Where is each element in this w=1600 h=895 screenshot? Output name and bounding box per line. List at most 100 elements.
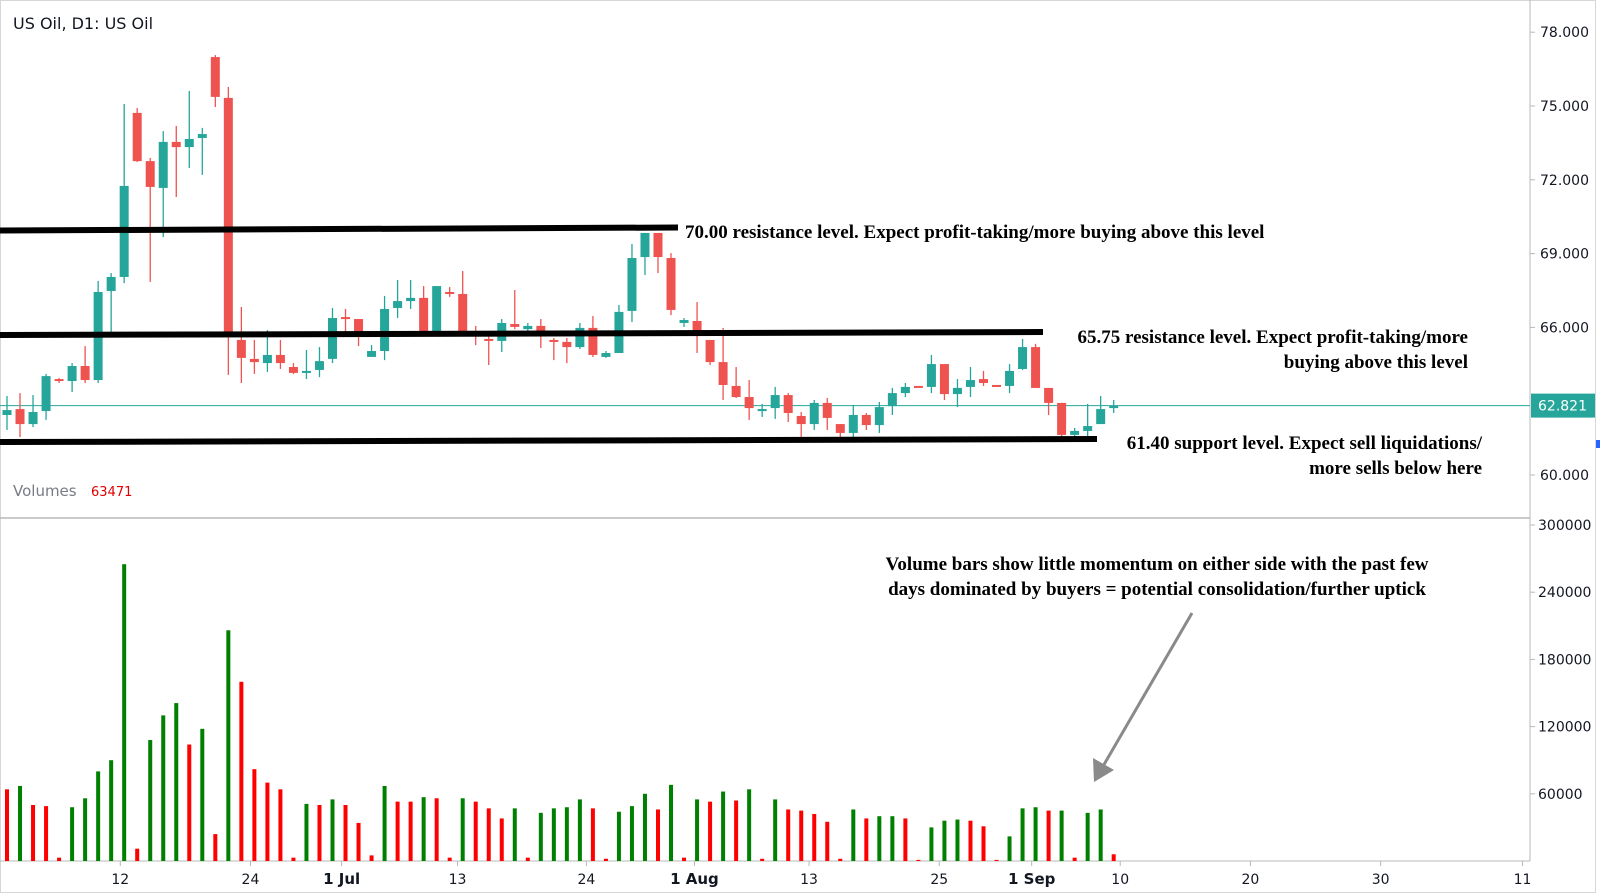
candle xyxy=(380,295,390,361)
candle-body xyxy=(314,361,324,370)
volume-bar xyxy=(603,858,608,861)
price-axis[interactable]: 78.000 75.000 72.000 69.000 66.000 60.000 xyxy=(1530,25,1589,484)
time-axis[interactable]: 12 24 1 Jul 13 24 1 Aug 13 25 1 Sep 10 20 30 11 xyxy=(111,861,1531,888)
volume-bar xyxy=(512,808,517,861)
candle xyxy=(783,393,793,423)
candle-body xyxy=(926,364,936,387)
candle-body xyxy=(874,407,884,426)
volume-bar xyxy=(382,785,387,861)
candle xyxy=(757,403,767,417)
candle xyxy=(887,387,897,415)
volume-bar xyxy=(239,681,244,861)
price-tick-label: 72.000 xyxy=(1540,173,1589,189)
candle-body xyxy=(679,320,689,323)
volumes-legend-value: 63471 xyxy=(91,485,132,500)
candle xyxy=(731,367,741,399)
time-tick-label: 12 xyxy=(111,872,129,888)
price-tick-label: 69.000 xyxy=(1540,247,1589,263)
price-tick-label: 60.000 xyxy=(1540,468,1589,484)
level-lines xyxy=(0,224,1098,446)
candle xyxy=(770,386,780,419)
candle-body xyxy=(15,409,25,425)
volume-bar xyxy=(877,816,882,861)
candle xyxy=(341,308,351,333)
volume-bar xyxy=(616,811,621,861)
candle-body xyxy=(822,402,832,418)
candle xyxy=(848,404,858,441)
volume-bar xyxy=(109,760,114,861)
volume-bar xyxy=(330,799,335,861)
time-tick-label: 10 xyxy=(1111,872,1129,888)
candle-body xyxy=(80,366,90,381)
candle xyxy=(419,286,429,332)
candle-body xyxy=(301,370,311,373)
candle-body xyxy=(67,366,77,382)
candle xyxy=(965,367,975,398)
candle xyxy=(926,354,936,394)
candle xyxy=(627,244,637,322)
candle-body xyxy=(627,258,637,311)
scroll-marker-icon xyxy=(1596,440,1600,448)
candle-body xyxy=(510,323,520,327)
candle xyxy=(874,401,884,433)
volume-bar xyxy=(1098,809,1103,861)
volume-tick-label: 180000 xyxy=(1538,652,1591,668)
volume-bar xyxy=(5,789,9,861)
candle-body xyxy=(184,138,194,148)
candle-body xyxy=(262,354,272,364)
candle xyxy=(41,373,51,420)
volume-bar xyxy=(96,771,101,861)
volume-bar xyxy=(395,801,400,861)
candle-body xyxy=(588,327,598,355)
candle-body xyxy=(275,354,285,364)
volume-bar xyxy=(499,818,504,861)
volume-bar xyxy=(903,818,908,861)
volume-axis[interactable]: 300000 240000 180000 120000 60000 xyxy=(1530,518,1591,803)
annotation-volume-line1: Volume bars show little momentum on eith… xyxy=(885,554,1428,575)
candle-body xyxy=(783,395,793,414)
volume-bar xyxy=(200,728,205,861)
candle xyxy=(171,125,181,198)
volume-bar xyxy=(994,859,999,861)
candle xyxy=(549,337,559,361)
candle xyxy=(367,345,377,357)
candle xyxy=(145,157,155,282)
candle xyxy=(301,350,311,380)
volume-bar xyxy=(304,803,309,861)
candle xyxy=(523,322,533,332)
candle xyxy=(393,279,403,319)
time-tick-label: 11 xyxy=(1514,872,1532,888)
volume-bar xyxy=(486,808,491,861)
candle xyxy=(822,398,832,430)
candle xyxy=(184,90,194,168)
candle-body xyxy=(1057,402,1067,435)
volume-bar xyxy=(1072,857,1077,861)
candle-body xyxy=(106,276,116,291)
volume-bar xyxy=(1020,808,1025,861)
volume-bar xyxy=(421,797,426,861)
volume-bar xyxy=(1059,810,1064,861)
candle xyxy=(15,393,25,438)
volume-bar xyxy=(564,807,569,861)
last-price-label: 62.821 xyxy=(1538,399,1587,415)
volume-bar xyxy=(942,820,947,861)
candle-body xyxy=(28,412,38,425)
candle xyxy=(510,290,520,330)
time-tick-label: 1 Jul xyxy=(323,870,360,888)
volume-bar xyxy=(1111,854,1116,861)
volume-bar xyxy=(369,855,374,861)
candle xyxy=(692,302,702,353)
candle-body xyxy=(1070,430,1080,435)
candle xyxy=(614,305,624,353)
volume-bar xyxy=(799,810,804,861)
candle-body xyxy=(523,325,533,330)
candle xyxy=(796,412,806,438)
candle-body xyxy=(380,308,390,352)
candle xyxy=(210,55,220,107)
candle-body xyxy=(1031,347,1041,388)
volume-bar xyxy=(577,799,582,861)
candles xyxy=(2,55,1119,441)
candle xyxy=(314,347,324,378)
volume-bar xyxy=(760,858,765,861)
